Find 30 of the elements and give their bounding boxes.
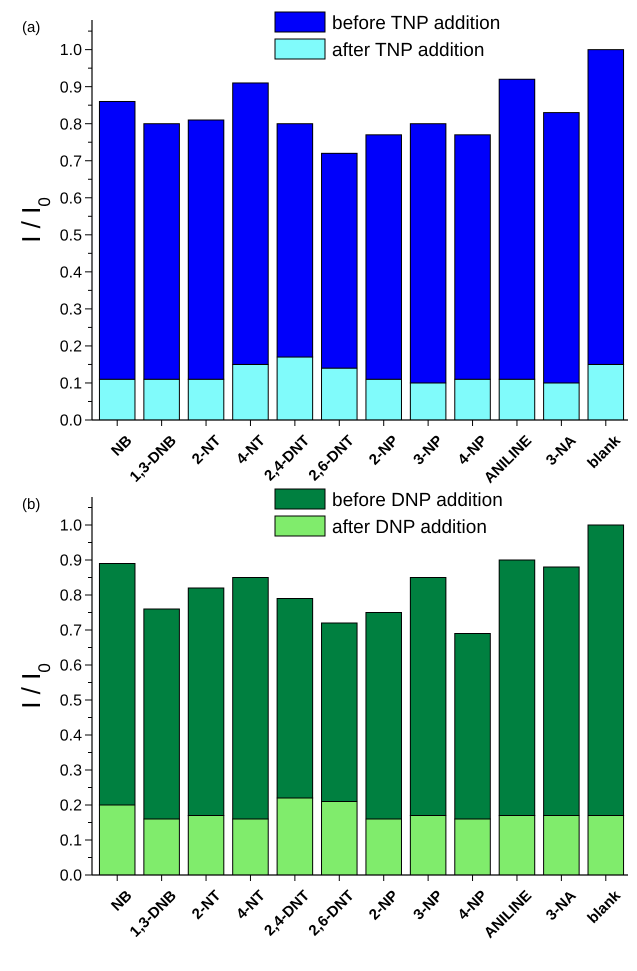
y-tick-label: 0.8	[60, 588, 82, 605]
y-tick-label: 0.6	[60, 190, 82, 208]
y-tick-label: 0.0	[60, 412, 82, 430]
y-tick-label: 0.8	[60, 116, 82, 134]
y-tick-label: 0.1	[60, 376, 82, 393]
legend-label: before DNP addition	[332, 490, 503, 511]
y-tick-label: 0.4	[60, 264, 82, 282]
y-tick-label: 0.0	[60, 868, 82, 885]
y-tick-label: 0.9	[60, 552, 82, 570]
y-tick-label: 0.5	[60, 227, 82, 244]
y-tick-label: 0.7	[60, 622, 82, 640]
y-tick-label: 0.3	[60, 762, 82, 780]
y-tick-label: 0.5	[60, 692, 82, 710]
y-tick-label: 0.7	[60, 153, 82, 170]
y-tick-label: 0.6	[60, 658, 82, 675]
text: (b)	[22, 496, 40, 513]
y-tick-label: 0.4	[60, 728, 82, 745]
x-tick-label: NB	[108, 887, 136, 915]
y-tick-label: 0.2	[60, 798, 82, 815]
legend-label: before TNP addition	[332, 13, 500, 34]
legend-label: after TNP addition	[332, 40, 484, 61]
y-tick-label: 0.9	[60, 79, 82, 96]
y-tick-label: 1.0	[60, 518, 82, 535]
legend-label: after DNP addition	[332, 517, 487, 538]
y-tick-label: 0.2	[60, 338, 82, 356]
y-tick-label: 0.3	[60, 301, 82, 318]
text: (a)	[22, 19, 40, 36]
y-tick-label: 1.0	[60, 42, 82, 60]
y-tick-label: 0.1	[60, 832, 82, 850]
x-tick-label: NB	[108, 432, 136, 460]
